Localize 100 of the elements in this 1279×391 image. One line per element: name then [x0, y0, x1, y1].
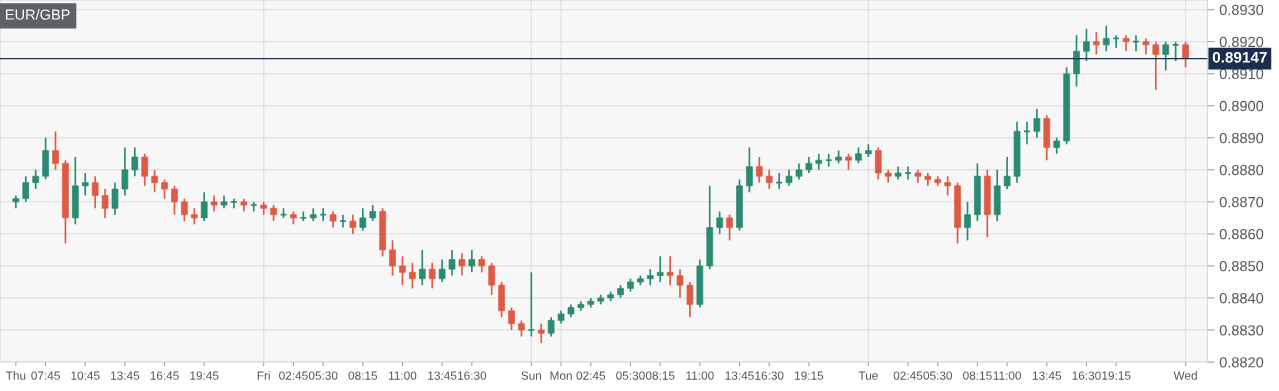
- candlestick: [389, 239, 396, 277]
- x-tick-label: 19:15: [1102, 371, 1131, 380]
- candlestick: [22, 175, 30, 203]
- candlestick: [468, 249, 476, 274]
- x-tick-label: 02:45: [893, 371, 923, 380]
- candlestick: [438, 258, 446, 283]
- candlestick: [52, 130, 59, 171]
- candlestick: [418, 249, 426, 287]
- chart-title: EUR/GBP: [6, 9, 70, 20]
- x-tick-label: 08:15: [963, 371, 992, 380]
- candlestick: [319, 207, 327, 222]
- candlestick: [131, 146, 139, 178]
- candlestick: [527, 271, 536, 338]
- y-tick-label: 0.8910: [1219, 68, 1264, 80]
- candlestick: [755, 156, 763, 184]
- candlestick: [81, 172, 89, 197]
- x-tick-label: 05:30: [616, 371, 645, 380]
- candlestick: [111, 181, 119, 216]
- candlestick: [1152, 40, 1160, 91]
- x-tick-label: 08:15: [348, 371, 378, 380]
- candlestick: [1182, 40, 1189, 69]
- x-tick-label: 05:30: [308, 371, 338, 380]
- x-tick-label: 13:45: [725, 371, 754, 380]
- candlestick: [488, 261, 495, 296]
- candlestick: [101, 188, 109, 219]
- candlestick: [1093, 31, 1100, 56]
- candlestick: [359, 207, 367, 232]
- candlestick: [746, 146, 753, 194]
- x-tick-label: 05:30: [923, 371, 953, 380]
- candlestick: [537, 322, 545, 344]
- candlestick: [409, 261, 416, 290]
- x-tick-label: 13:45: [1032, 371, 1062, 380]
- y-tick-label: 0.8920: [1219, 36, 1264, 48]
- x-tick-label: Tue: [858, 371, 878, 380]
- y-tick-label: 0.8900: [1219, 100, 1264, 112]
- candlestick: [151, 168, 158, 194]
- x-tick-label: 07:45: [31, 371, 60, 380]
- candlestick: [904, 165, 912, 181]
- x-tick-label: 16:45: [150, 371, 179, 380]
- candlestick: [339, 213, 347, 229]
- candlestick: [1033, 108, 1041, 139]
- candlestick: [1171, 40, 1180, 62]
- y-tick-label: 0.8860: [1219, 229, 1264, 240]
- ref-line-label: 0.89147: [1212, 51, 1267, 63]
- x-tick-label: 02:45: [279, 371, 308, 380]
- candlestick: [824, 152, 833, 168]
- candlestick: [1102, 24, 1110, 53]
- candlestick: [448, 249, 456, 277]
- candlestick: [666, 255, 674, 287]
- x-tick-label: 19:15: [795, 371, 824, 380]
- candlestick: [944, 175, 951, 197]
- x-tick-label: 16:30: [457, 371, 487, 380]
- candlestick: [32, 168, 40, 190]
- candlestick: [161, 178, 168, 200]
- candlestick: [1083, 28, 1090, 62]
- candlestick: [676, 268, 684, 299]
- candlestick: [181, 197, 188, 222]
- y-tick-label: 0.8930: [1219, 4, 1264, 16]
- candlestick: [458, 252, 466, 277]
- x-tick-label: Fri: [257, 371, 270, 380]
- x-tick-label: 13:45: [111, 371, 140, 380]
- candlestick: [716, 210, 723, 235]
- candlestick: [121, 146, 129, 197]
- candlestick: [1073, 34, 1080, 88]
- candlestick: [964, 201, 971, 242]
- candlestick: [874, 146, 882, 181]
- candlestick: [508, 306, 515, 331]
- candlestick: [171, 185, 178, 216]
- x-tick-label: 10:45: [71, 371, 100, 380]
- candlestick: [1003, 156, 1011, 190]
- x-tick-label: 11:00: [686, 371, 714, 380]
- candlestick: [1162, 40, 1170, 72]
- x-tick-label: 08:15: [645, 371, 675, 380]
- candlestick: [656, 255, 664, 283]
- x-tick-label: 19:45: [190, 371, 219, 380]
- y-tick-label: 0.8840: [1219, 293, 1264, 304]
- x-tick-label: 11:00: [389, 371, 417, 380]
- candlestick: [349, 213, 357, 235]
- y-tick-label: 0.8850: [1219, 261, 1264, 272]
- candlestick: [399, 255, 406, 287]
- y-tick-label: 0.8870: [1219, 196, 1264, 208]
- candlestick: [686, 281, 694, 319]
- x-tick-label: Mon: [550, 371, 572, 380]
- candlestick: [547, 316, 555, 338]
- candlestick: [299, 210, 308, 222]
- x-tick-label: 02:45: [576, 371, 606, 380]
- candlestick: [428, 261, 436, 290]
- candlestick: [200, 191, 208, 222]
- candlestick: [726, 213, 733, 242]
- x-tick-label: Wed: [1173, 371, 1197, 380]
- candlestick: [765, 168, 773, 190]
- x-tick-label: 16:30: [755, 371, 784, 380]
- x-tick-label: Thu: [5, 371, 26, 380]
- candlestick: [141, 152, 149, 187]
- y-tick-label: 0.8880: [1219, 164, 1264, 176]
- y-tick-label: 0.8830: [1219, 325, 1264, 336]
- candlestick: [91, 175, 99, 210]
- x-tick-label: 13:45: [428, 371, 457, 380]
- y-tick-label: 0.8820: [1219, 357, 1264, 368]
- x-tick-label: Sun: [521, 371, 542, 380]
